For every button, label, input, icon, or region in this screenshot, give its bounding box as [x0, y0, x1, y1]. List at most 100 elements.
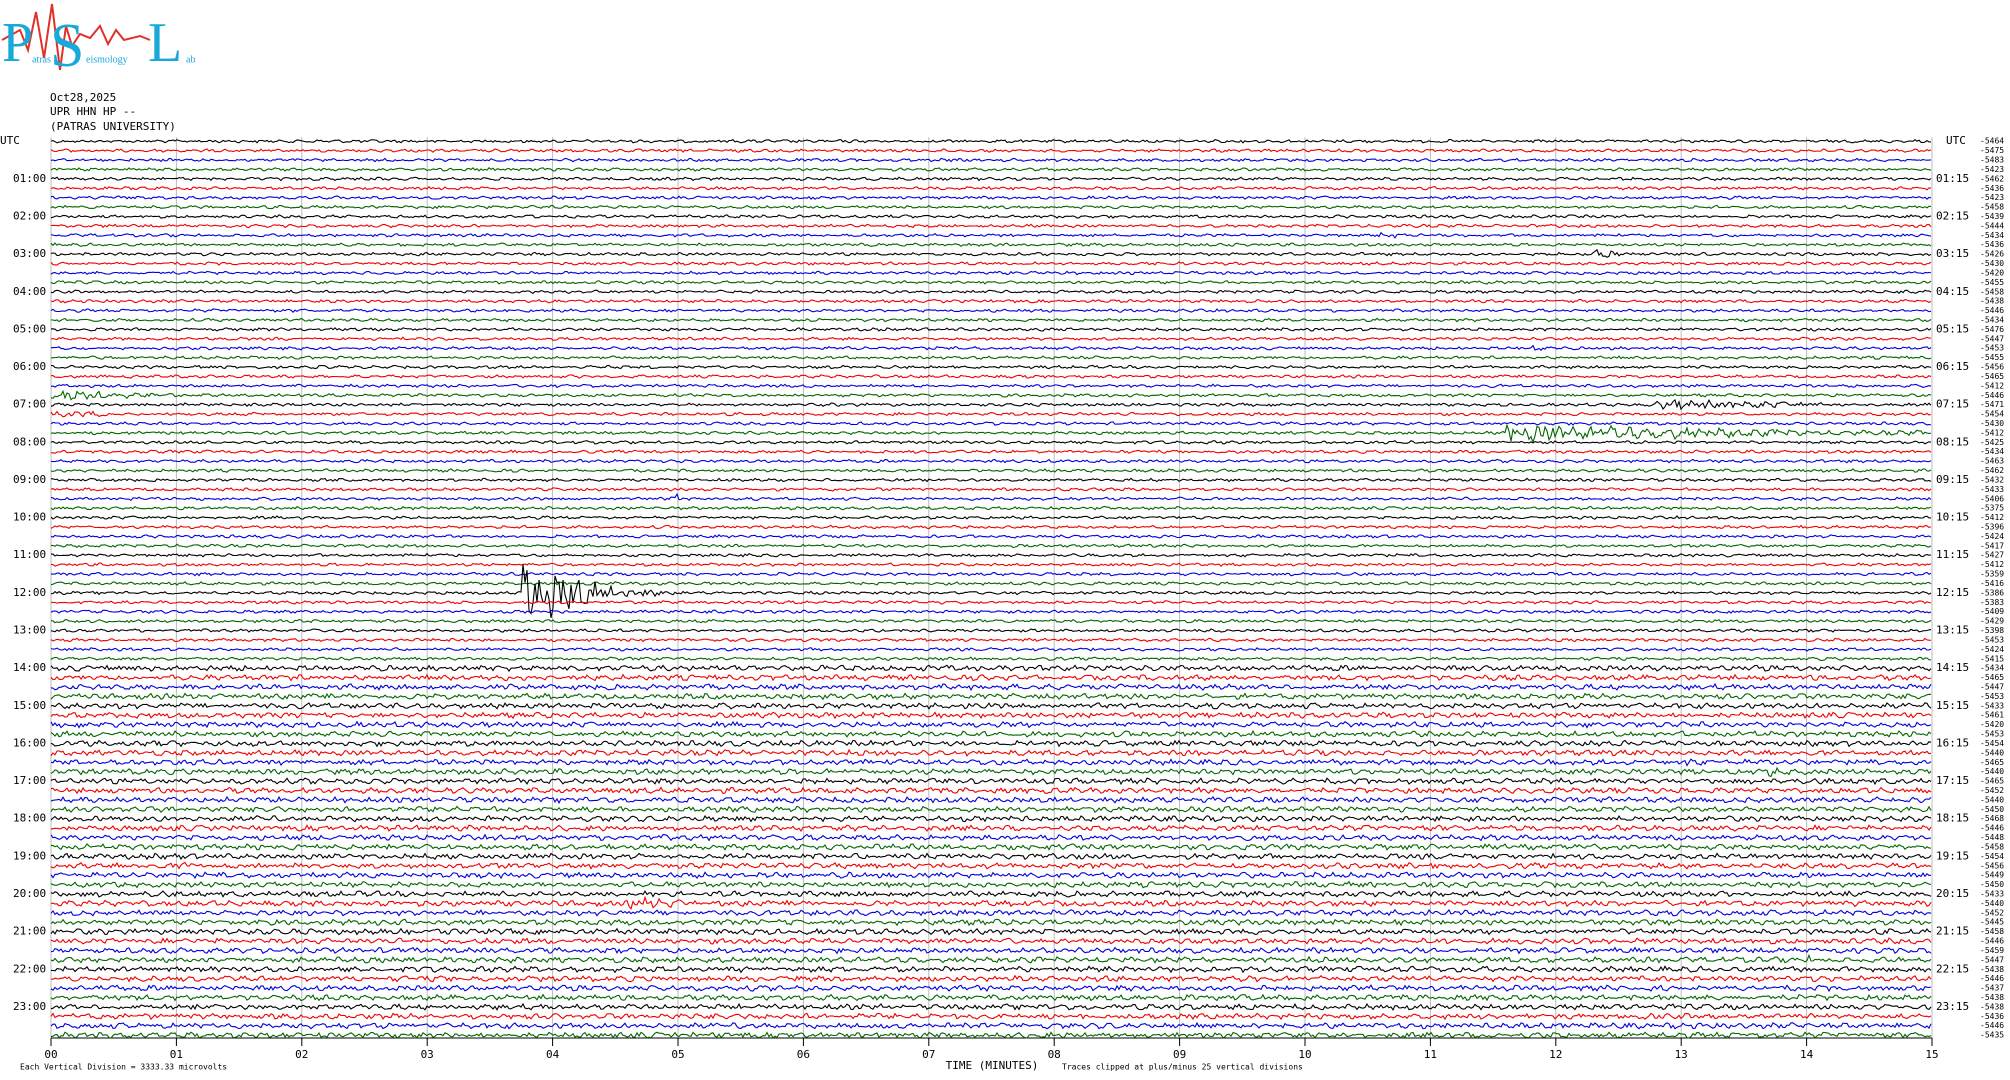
trace [50, 702, 1932, 710]
trace [50, 261, 1932, 266]
trace [50, 327, 1932, 332]
trace-offset: -5468 [1980, 814, 2004, 823]
trace-offset: -5440 [1980, 767, 2004, 776]
trace [50, 664, 1932, 673]
trace [50, 176, 1932, 182]
hour-label: 05:15 [1936, 322, 1969, 335]
trace-offset: -5439 [1980, 212, 2004, 221]
trace-offset: -5446 [1980, 937, 2004, 946]
trace-offset: -5420 [1980, 720, 2004, 729]
trace-offset: -5453 [1980, 730, 2004, 739]
clip-note: Traces clipped at plus/minus 25 vertical… [1062, 1063, 1303, 1072]
trace-offset: -5465 [1980, 777, 2004, 786]
trace-offset: -5465 [1980, 673, 2004, 682]
hour-label: 08:15 [1936, 435, 1969, 448]
hour-label: 17:00 [13, 774, 46, 787]
trace [50, 534, 1932, 539]
trace-offset: -5437 [1980, 984, 2004, 993]
trace [50, 600, 1932, 605]
trace-offset: -5447 [1980, 334, 2004, 343]
trace [50, 1021, 1932, 1030]
x-tick-label: 11 [1424, 1048, 1437, 1061]
trace [51, 355, 1932, 361]
trace-offset: -5452 [1980, 786, 2004, 795]
trace-offset: -5438 [1980, 1002, 2004, 1011]
trace [50, 729, 1932, 738]
trace [50, 824, 1932, 833]
trace-offset: -5459 [1980, 946, 2004, 955]
trace [50, 682, 1932, 692]
hour-label: 17:15 [1936, 774, 1969, 787]
logo-word: atras [32, 54, 51, 65]
trace [50, 280, 1932, 285]
hour-label: 15:15 [1936, 699, 1969, 712]
trace-offset: -5415 [1980, 654, 2004, 663]
trace [50, 167, 1932, 172]
hour-label: 03:00 [13, 247, 46, 260]
trace-offset: -5444 [1980, 221, 2004, 230]
trace-offset: -5359 [1980, 570, 2004, 579]
trace-offset: -5433 [1980, 890, 2004, 899]
trace [50, 637, 1932, 643]
trace [50, 890, 1932, 898]
trace-offset: -5471 [1980, 400, 2004, 409]
trace [50, 487, 1932, 492]
hour-label: 04:00 [13, 285, 46, 298]
x-tick-label: 15 [1925, 1048, 1938, 1061]
hour-label: 12:15 [1936, 586, 1969, 599]
left-axis-title: UTC [0, 134, 20, 147]
trace-offset: -5440 [1980, 748, 2004, 757]
logo-letter: P [2, 12, 33, 74]
trace-offset: -5412 [1980, 560, 2004, 569]
trace-offset: -5453 [1980, 635, 2004, 644]
scale-note: Each Vertical Division = 3333.33 microvo… [20, 1063, 227, 1072]
trace [51, 449, 1932, 455]
x-tick-label: 14 [1800, 1048, 1814, 1061]
hour-label: 06:00 [13, 360, 46, 373]
trace [50, 953, 1932, 964]
trace-offset: -5375 [1980, 504, 2004, 513]
trace-offset: -5424 [1980, 532, 2004, 541]
trace-offset: -5398 [1980, 626, 2004, 635]
trace-offset: -5458 [1980, 842, 2004, 851]
trace [50, 552, 1932, 558]
trace-offset: -5430 [1980, 259, 2004, 268]
trace-offset: -5406 [1980, 494, 2004, 503]
trace-offset: -5440 [1980, 899, 2004, 908]
hour-label: 18:15 [1936, 812, 1969, 825]
hour-label: 22:15 [1936, 962, 1969, 975]
trace [50, 492, 1932, 502]
hour-label: 03:15 [1936, 247, 1969, 260]
trace-offset: -5475 [1980, 146, 2004, 155]
hour-label: 13:15 [1936, 624, 1969, 637]
x-tick-label: 05 [671, 1048, 684, 1061]
hour-label: 15:00 [13, 699, 46, 712]
trace-offset: -5436 [1980, 240, 2004, 249]
trace-offset: -5436 [1980, 184, 2004, 193]
x-tick-label: 03 [421, 1048, 434, 1061]
right-axis-title: UTC [1946, 134, 1966, 147]
trace [50, 289, 1932, 295]
hour-label: 06:15 [1936, 360, 1969, 373]
trace-offset: -5433 [1980, 701, 2004, 710]
trace [50, 374, 1932, 379]
hour-label: 14:00 [13, 661, 46, 674]
trace [50, 946, 1932, 955]
hour-label: 18:00 [13, 812, 46, 825]
trace [50, 308, 1932, 313]
trace [50, 628, 1932, 633]
trace-offset: -5438 [1980, 297, 2004, 306]
trace-offset: -5432 [1980, 475, 2004, 484]
hour-label: 20:15 [1936, 887, 1969, 900]
x-tick-label: 12 [1549, 1048, 1562, 1061]
trace-offset: -5458 [1980, 927, 2004, 936]
trace-offset: -5409 [1980, 607, 2004, 616]
trace-offset: -5449 [1980, 871, 2004, 880]
hour-label: 16:00 [13, 736, 46, 749]
trace [50, 833, 1932, 842]
trace [50, 984, 1932, 993]
trace [50, 270, 1932, 276]
trace [50, 843, 1932, 851]
hour-label: 11:00 [13, 548, 46, 561]
trace-offset: -5463 [1980, 457, 2004, 466]
